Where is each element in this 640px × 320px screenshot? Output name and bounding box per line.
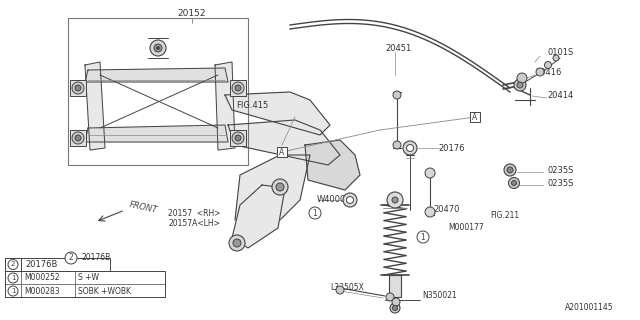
Text: 20451: 20451 [385, 44, 412, 52]
Text: FIG.415: FIG.415 [236, 100, 268, 109]
Polygon shape [85, 125, 228, 142]
Circle shape [75, 135, 81, 141]
Circle shape [393, 91, 401, 99]
Text: 2: 2 [68, 253, 74, 262]
Circle shape [545, 61, 552, 68]
Polygon shape [85, 68, 228, 82]
Text: 1: 1 [312, 209, 317, 218]
Bar [230, 80, 246, 96]
Text: A: A [472, 113, 477, 122]
Circle shape [157, 46, 159, 50]
Text: 20152: 20152 [178, 9, 206, 18]
Polygon shape [305, 140, 360, 190]
Text: M000177: M000177 [448, 223, 484, 233]
Text: L33505X: L33505X [330, 284, 364, 292]
Text: W400004: W400004 [317, 196, 356, 204]
Text: FRONT: FRONT [128, 201, 158, 215]
Bar [70, 80, 86, 96]
Circle shape [386, 293, 394, 301]
Text: 20176B: 20176B [25, 260, 58, 269]
Circle shape [417, 231, 429, 243]
Text: 20470: 20470 [433, 205, 460, 214]
Text: A: A [280, 148, 285, 156]
Bar [470, 112, 480, 122]
Circle shape [509, 178, 520, 188]
Text: 0235S: 0235S [547, 165, 573, 174]
Circle shape [425, 207, 435, 217]
Circle shape [392, 298, 400, 306]
Circle shape [406, 145, 413, 151]
Circle shape [154, 44, 162, 52]
Circle shape [392, 306, 397, 310]
Bar [389, 275, 401, 297]
Polygon shape [225, 92, 330, 135]
Bar [70, 130, 86, 146]
Circle shape [507, 167, 513, 173]
Circle shape [235, 85, 241, 91]
Circle shape [387, 192, 403, 208]
Circle shape [336, 286, 344, 294]
Text: SOBK +WOBK: SOBK +WOBK [78, 286, 131, 295]
Circle shape [392, 197, 398, 203]
Circle shape [276, 183, 284, 191]
Circle shape [8, 286, 18, 296]
Text: 0235S: 0235S [547, 179, 573, 188]
Circle shape [309, 207, 321, 219]
Circle shape [403, 141, 417, 155]
Polygon shape [232, 185, 285, 248]
Text: 0101S: 0101S [548, 47, 574, 57]
Circle shape [425, 168, 435, 178]
Text: 20176: 20176 [438, 143, 465, 153]
Text: M000252: M000252 [24, 274, 60, 283]
Circle shape [517, 73, 527, 83]
Bar [5, 271, 165, 297]
Circle shape [75, 85, 81, 91]
Text: 1: 1 [11, 288, 15, 294]
Text: M000283: M000283 [24, 286, 60, 295]
Circle shape [504, 164, 516, 176]
Polygon shape [235, 155, 310, 230]
Circle shape [8, 260, 18, 269]
Circle shape [65, 252, 77, 264]
Circle shape [235, 135, 241, 141]
Text: N350021: N350021 [422, 291, 457, 300]
Text: 20416: 20416 [535, 68, 561, 76]
Text: 1: 1 [420, 233, 426, 242]
Circle shape [232, 82, 244, 94]
Circle shape [536, 68, 544, 76]
Circle shape [343, 193, 357, 207]
Circle shape [511, 180, 516, 186]
Text: A201001145: A201001145 [565, 303, 614, 313]
Circle shape [72, 82, 84, 94]
Bar [5, 258, 21, 271]
Circle shape [272, 179, 288, 195]
Circle shape [390, 303, 400, 313]
Circle shape [517, 82, 523, 88]
Circle shape [229, 235, 245, 251]
Bar [5, 258, 110, 271]
Circle shape [393, 141, 401, 149]
Circle shape [346, 196, 353, 204]
Polygon shape [228, 120, 340, 165]
Circle shape [72, 132, 84, 144]
Text: 20176B: 20176B [81, 253, 110, 262]
Circle shape [514, 79, 526, 91]
Polygon shape [215, 62, 235, 150]
Text: FIG.211: FIG.211 [490, 211, 519, 220]
Bar [230, 130, 246, 146]
Circle shape [8, 273, 18, 283]
Text: 1: 1 [11, 275, 15, 281]
Bar [68, 18, 248, 165]
Text: 20414: 20414 [547, 91, 573, 100]
Text: S +W: S +W [78, 274, 99, 283]
Text: 2: 2 [11, 261, 15, 268]
Bar [277, 147, 287, 157]
Circle shape [233, 239, 241, 247]
Text: 20157  <RH>: 20157 <RH> [168, 209, 221, 218]
Circle shape [232, 132, 244, 144]
Circle shape [150, 40, 166, 56]
Circle shape [553, 55, 559, 61]
Polygon shape [85, 62, 105, 150]
Text: 20157A<LH>: 20157A<LH> [168, 220, 220, 228]
